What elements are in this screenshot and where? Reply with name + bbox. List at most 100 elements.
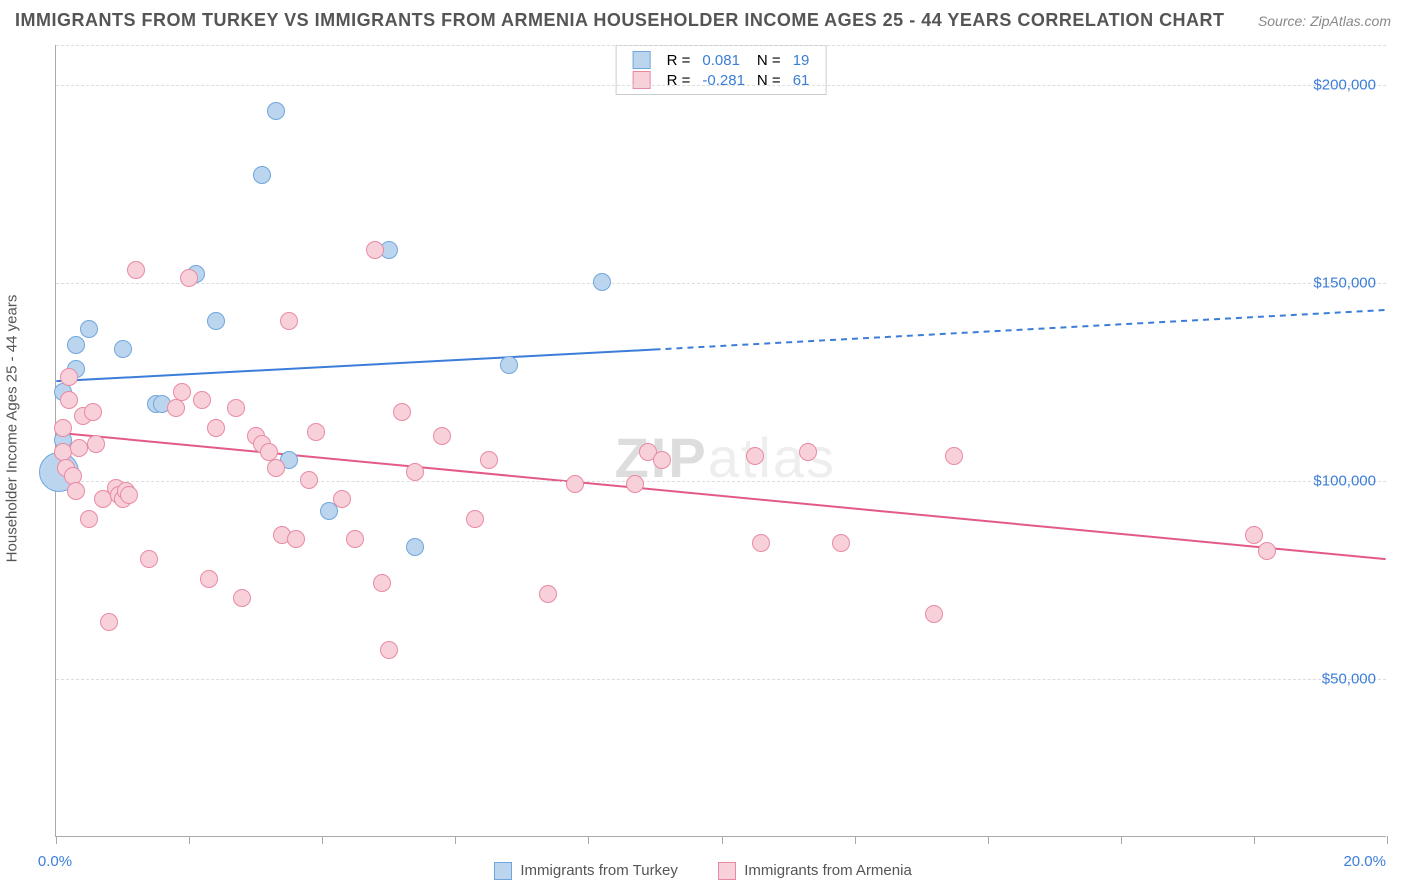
data-point-armenia (333, 490, 351, 508)
data-point-armenia (1258, 542, 1276, 560)
data-point-turkey (406, 538, 424, 556)
data-point-armenia (173, 383, 191, 401)
data-point-armenia (566, 475, 584, 493)
y-tick-label: $150,000 (1313, 274, 1376, 291)
data-point-armenia (626, 475, 644, 493)
legend-stats-box: R = 0.081 N = 19 R = -0.281 N = 61 (616, 45, 827, 95)
x-tick (189, 836, 190, 844)
swatch-turkey (633, 51, 651, 69)
r-label: R = (661, 70, 697, 90)
data-point-armenia (480, 451, 498, 469)
x-tick (455, 836, 456, 844)
n-value-turkey: 19 (787, 50, 816, 70)
source-attribution: Source: ZipAtlas.com (1258, 13, 1391, 29)
watermark-light: atlas (708, 426, 836, 489)
data-point-armenia (653, 451, 671, 469)
data-point-turkey (500, 356, 518, 374)
chart-container: IMMIGRANTS FROM TURKEY VS IMMIGRANTS FRO… (0, 0, 1406, 892)
n-value-armenia: 61 (787, 70, 816, 90)
data-point-armenia (60, 391, 78, 409)
data-point-armenia (180, 269, 198, 287)
grid-line (56, 85, 1386, 86)
data-point-armenia (54, 419, 72, 437)
x-tick (588, 836, 589, 844)
legend-label-armenia: Immigrants from Armenia (744, 862, 912, 879)
chart-title: IMMIGRANTS FROM TURKEY VS IMMIGRANTS FRO… (15, 10, 1225, 31)
data-point-armenia (539, 585, 557, 603)
data-point-armenia (945, 447, 963, 465)
data-point-armenia (87, 435, 105, 453)
data-point-armenia (366, 241, 384, 259)
data-point-armenia (752, 534, 770, 552)
x-tick (855, 836, 856, 844)
data-point-armenia (267, 459, 285, 477)
data-point-armenia (207, 419, 225, 437)
data-point-armenia (120, 486, 138, 504)
swatch-armenia-bottom (718, 862, 736, 880)
x-tick (1121, 836, 1122, 844)
data-point-turkey (593, 273, 611, 291)
data-point-armenia (433, 427, 451, 445)
data-point-armenia (280, 312, 298, 330)
data-point-armenia (307, 423, 325, 441)
n-label: N = (751, 70, 787, 90)
x-tick (322, 836, 323, 844)
swatch-turkey-bottom (494, 862, 512, 880)
legend-label-turkey: Immigrants from Turkey (520, 862, 678, 879)
data-point-turkey (80, 320, 98, 338)
r-value-turkey: 0.081 (696, 50, 751, 70)
grid-line (56, 481, 1386, 482)
n-label: N = (751, 50, 787, 70)
x-tick (722, 836, 723, 844)
data-point-armenia (380, 641, 398, 659)
data-point-turkey (253, 166, 271, 184)
x-tick (56, 836, 57, 844)
data-point-armenia (70, 439, 88, 457)
swatch-armenia (633, 71, 651, 89)
data-point-armenia (140, 550, 158, 568)
r-value-armenia: -0.281 (696, 70, 751, 90)
trend-line (655, 310, 1386, 350)
data-point-armenia (799, 443, 817, 461)
data-point-armenia (227, 399, 245, 417)
data-point-armenia (466, 510, 484, 528)
data-point-armenia (300, 471, 318, 489)
data-point-armenia (925, 605, 943, 623)
data-point-armenia (393, 403, 411, 421)
x-tick (1387, 836, 1388, 844)
data-point-armenia (84, 403, 102, 421)
data-point-armenia (127, 261, 145, 279)
x-tick (1254, 836, 1255, 844)
data-point-turkey (267, 102, 285, 120)
x-axis-min-label: 0.0% (38, 853, 72, 870)
data-point-turkey (67, 336, 85, 354)
data-point-armenia (373, 574, 391, 592)
trend-line (56, 350, 654, 382)
data-point-armenia (100, 613, 118, 631)
y-axis-label: Householder Income Ages 25 - 44 years (4, 295, 21, 563)
legend-bottom: Immigrants from Turkey Immigrants from A… (0, 862, 1406, 880)
data-point-armenia (746, 447, 764, 465)
data-point-armenia (200, 570, 218, 588)
r-label: R = (661, 50, 697, 70)
data-point-armenia (346, 530, 364, 548)
legend-row-turkey: R = 0.081 N = 19 (627, 50, 816, 70)
data-point-armenia (80, 510, 98, 528)
data-point-armenia (233, 589, 251, 607)
data-point-armenia (406, 463, 424, 481)
data-point-turkey (114, 340, 132, 358)
grid-line (56, 679, 1386, 680)
y-tick-label: $50,000 (1322, 670, 1376, 687)
data-point-armenia (167, 399, 185, 417)
legend-item-turkey: Immigrants from Turkey (494, 862, 678, 880)
trend-line (56, 433, 1385, 560)
grid-line (56, 283, 1386, 284)
data-point-armenia (193, 391, 211, 409)
data-point-armenia (67, 482, 85, 500)
data-point-armenia (60, 368, 78, 386)
y-tick-label: $100,000 (1313, 472, 1376, 489)
data-point-armenia (1245, 526, 1263, 544)
y-tick-label: $200,000 (1313, 76, 1376, 93)
legend-item-armenia: Immigrants from Armenia (718, 862, 912, 880)
data-point-armenia (287, 530, 305, 548)
